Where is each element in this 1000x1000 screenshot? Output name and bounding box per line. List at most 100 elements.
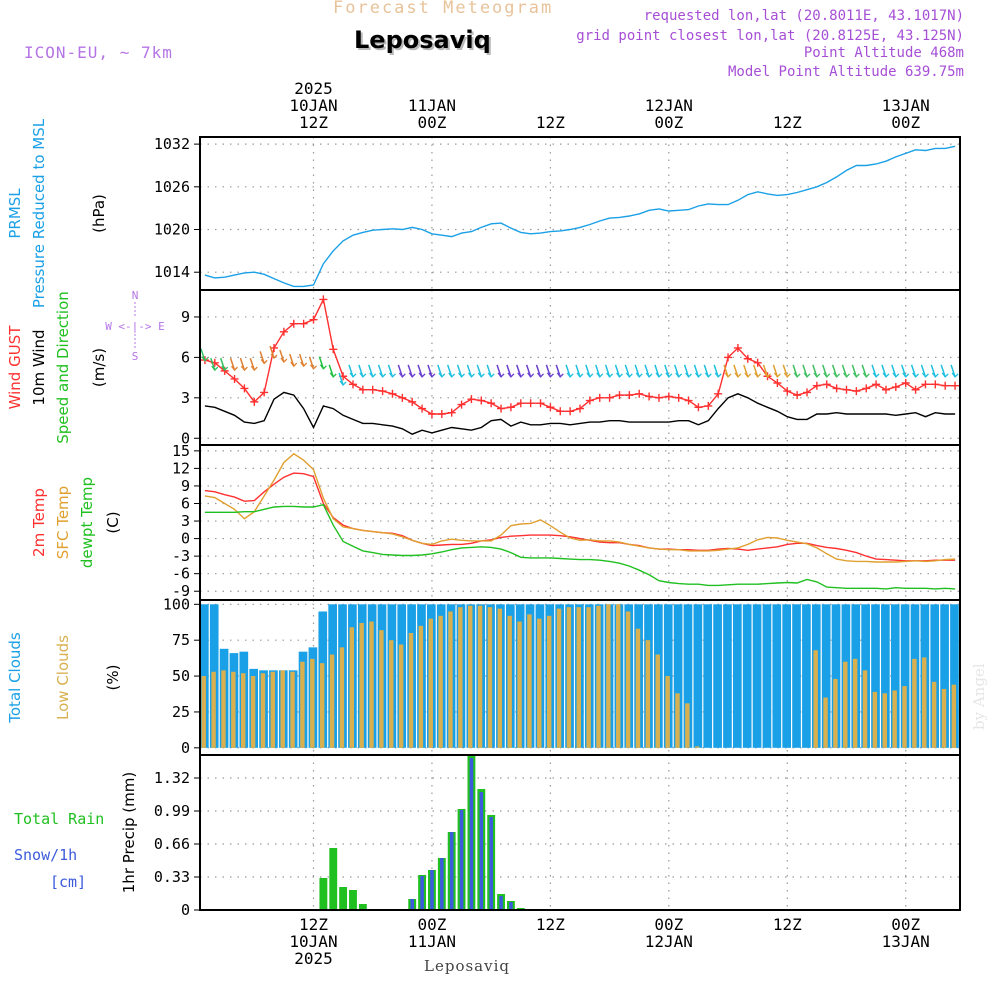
wind-arrow-head: [685, 372, 693, 378]
wind-arrow-head: [379, 372, 387, 378]
bottom-time-label: 12Z: [299, 915, 328, 934]
total-cloud-bar: [713, 604, 722, 748]
wind-direction-arrow: [792, 364, 798, 378]
low-cloud-bar: [418, 625, 424, 748]
y-tick-label: 6: [181, 348, 190, 366]
bottom-time-label: 13JAN: [882, 932, 930, 951]
wind-direction-arrow: [358, 364, 364, 378]
gust-marker: [477, 396, 486, 405]
top-time-label: 12Z: [536, 113, 565, 132]
wind-direction-arrow: [575, 364, 581, 378]
wind-arrow-head: [764, 372, 771, 378]
gust-marker: [566, 407, 575, 416]
low-cloud-bar: [685, 703, 690, 748]
wind-direction-arrow: [555, 364, 561, 378]
wind-arrow-head: [319, 364, 327, 370]
gust-marker: [793, 391, 802, 400]
gust-marker: [783, 387, 792, 396]
wind-direction-arrow: [417, 364, 423, 378]
wind-direction-arrow: [506, 364, 512, 378]
low-cloud-bar: [616, 604, 621, 748]
wind-arrow-head: [773, 372, 781, 378]
y-tick-label: 6: [181, 494, 190, 512]
wind-direction-arrow: [279, 349, 285, 363]
y-tick-label: 1020: [154, 221, 190, 239]
gust-marker: [931, 380, 940, 389]
gust-marker: [457, 400, 466, 409]
top-time-label: 13JAN: [882, 96, 930, 115]
panel-clouds: 0 25 50 75 100 Total Clouds Low Clouds (%): [6, 595, 961, 757]
compass-west-east: W <-|-> E: [105, 320, 165, 333]
gust-marker: [812, 381, 821, 390]
low-cloud-bar: [862, 670, 868, 748]
gust-marker: [803, 388, 812, 397]
total-cloud-bar: [782, 604, 792, 748]
low-cloud-bar: [329, 654, 335, 748]
gust-marker: [329, 345, 338, 354]
snow-bar: [489, 817, 493, 910]
low-cloud-bar: [458, 607, 463, 748]
panel-title-line: Speed and Direction: [54, 291, 72, 444]
snow-bar: [449, 832, 454, 910]
series-line-dewpt-temp: [204, 503, 956, 590]
wind-direction-arrow: [930, 364, 937, 378]
gust-marker: [684, 396, 693, 405]
gust-marker: [408, 397, 417, 406]
wind-direction-arrow: [308, 356, 315, 370]
total-cloud-bar: [792, 604, 801, 748]
rain-bar: [349, 890, 357, 910]
chart-subtitle: Forecast Meteogram: [333, 0, 554, 18]
wind-direction-arrow: [703, 364, 710, 378]
wind-arrow-head: [921, 372, 929, 378]
y-tick-label: -6: [172, 565, 190, 583]
wind-arrow-head: [408, 372, 416, 378]
wind-arrow-head: [823, 372, 831, 378]
wind-arrow-head: [546, 372, 554, 378]
bottom-time-label: 12Z: [536, 915, 565, 934]
gust-marker: [378, 387, 387, 396]
low-cloud-bar: [922, 657, 927, 748]
gust-marker: [497, 404, 506, 413]
gust-marker: [872, 380, 881, 389]
low-cloud-bar: [931, 681, 937, 748]
panel-frame: [199, 754, 961, 911]
gust-marker: [526, 399, 535, 408]
low-cloud-bar: [319, 663, 325, 748]
wind-direction-arrow: [812, 364, 818, 378]
wind-arrow-head: [556, 372, 564, 378]
wind-arrow-head: [339, 380, 347, 386]
wind-arrow-head: [517, 372, 525, 378]
wind-direction-arrow: [338, 372, 344, 386]
y-tick-label: 0: [181, 429, 190, 447]
low-cloud-bar: [833, 678, 838, 748]
wind-arrow-head: [221, 365, 229, 372]
wind-direction-arrow: [595, 364, 601, 378]
wind-arrow-head: [813, 372, 821, 378]
gust-marker: [921, 380, 930, 389]
y-tick-label: 50: [172, 667, 190, 685]
y-tick-label: 100: [163, 595, 190, 613]
wind-arrow-head: [201, 356, 209, 362]
y-tick-label: 15: [172, 442, 190, 460]
panel-wind: 0 3 6 9 Wind GUST 10m Wind Speed and Direction…: [6, 289, 961, 447]
wind-direction-arrow: [516, 364, 522, 378]
wind-arrow-head: [231, 365, 239, 372]
panel-title-line: Total Rain: [14, 810, 104, 828]
gust-marker: [358, 385, 367, 394]
rain-bar: [319, 878, 328, 910]
wind-arrow-head: [615, 372, 623, 378]
wind-direction-arrow: [831, 364, 838, 378]
wind-direction-arrow: [624, 364, 631, 378]
wind-direction-arrow: [664, 364, 670, 378]
low-cloud-bar: [902, 686, 907, 748]
gust-marker: [250, 397, 259, 406]
low-cloud-bar: [369, 621, 374, 748]
gust-marker: [467, 395, 476, 404]
total-cloud-bar: [940, 604, 949, 748]
panel-title-line: Total Clouds: [6, 632, 24, 724]
wind-direction-arrow: [772, 364, 779, 378]
wind-arrow-head: [645, 372, 653, 378]
y-tick-label: 75: [172, 631, 190, 649]
low-cloud-bar: [280, 670, 285, 748]
